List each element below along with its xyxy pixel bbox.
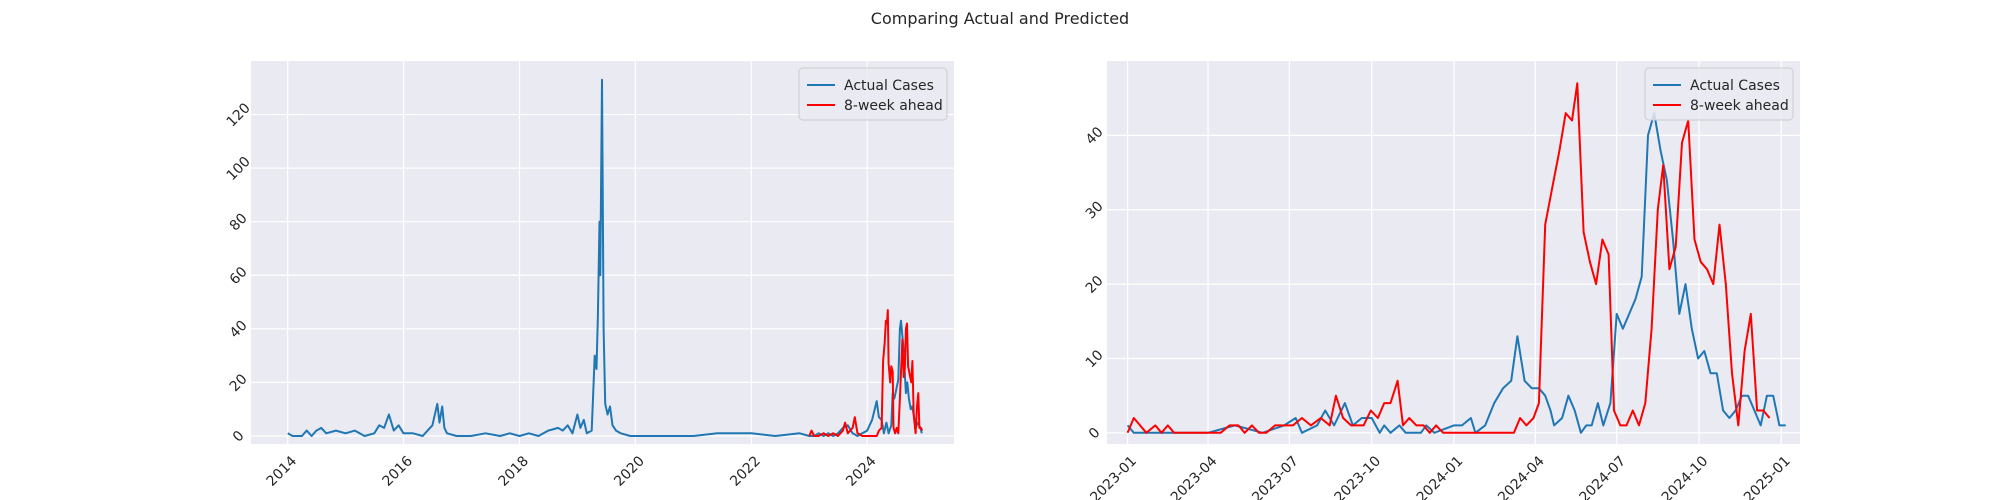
legend-label: 8-week ahead bbox=[1690, 98, 1789, 114]
legend-box bbox=[798, 67, 948, 121]
legend-label: Actual Cases bbox=[1690, 78, 1780, 94]
legend: Actual Cases 8-week ahead bbox=[1644, 67, 1794, 121]
series-line-predicted bbox=[1126, 82, 1771, 434]
series-line-actual-cases bbox=[287, 78, 923, 437]
legend-label: Actual Cases bbox=[844, 78, 934, 94]
legend: Actual Cases 8-week ahead bbox=[798, 67, 948, 121]
legend-box bbox=[1644, 67, 1794, 121]
series-line-predicted bbox=[808, 309, 924, 437]
figure-title: Comparing Actual and Predicted bbox=[871, 9, 1129, 28]
legend-label: 8-week ahead bbox=[844, 98, 943, 114]
